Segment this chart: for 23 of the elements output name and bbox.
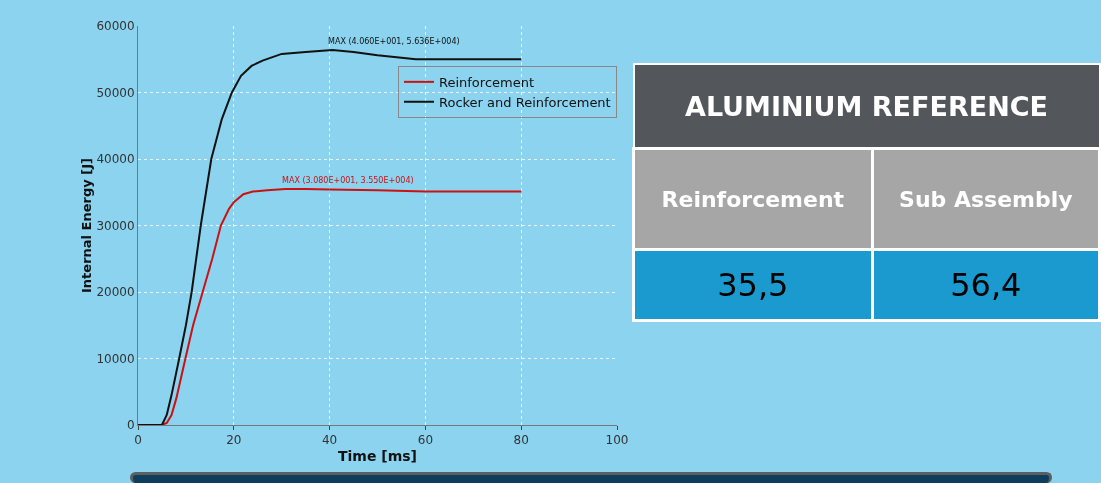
text: 35,5 [717, 266, 789, 304]
annotation: MAX (3.080E+001, 3.550E+004) [282, 176, 414, 185]
x-axis-title: Time [ms] [337, 447, 418, 464]
category-label: Reinforcement [633, 148, 873, 250]
y-tick-label: 60000 [96, 19, 135, 34]
text: ALUMINIUM REFERENCE [633, 64, 1100, 149]
legend-label: Rocker and Reinforcement [439, 94, 611, 110]
y-tick-label: 10000 [96, 351, 135, 366]
category-label: Sub Assembly [872, 148, 1100, 250]
x-tick-label: 100 [605, 433, 629, 448]
annotation: MAX (4.060E+001, 5.636E+004) [328, 37, 460, 46]
x-tick-label: 20 [226, 433, 242, 448]
y-tick-label: 20000 [96, 285, 135, 300]
x-tick-label: 60 [417, 433, 434, 448]
y-tick-label: 50000 [96, 85, 135, 100]
x-tick-label: 40 [321, 433, 338, 448]
y-tick-label: 40000 [96, 152, 135, 167]
y-tick-label: 0 [126, 418, 135, 433]
y-axis-title: Internal Energy [J] [79, 158, 95, 293]
x-tick-label: 80 [513, 433, 529, 448]
text: 56,4 [950, 266, 1022, 304]
y-tick-label: 30000 [96, 218, 135, 233]
legend-label: Reinforcement [439, 74, 535, 90]
